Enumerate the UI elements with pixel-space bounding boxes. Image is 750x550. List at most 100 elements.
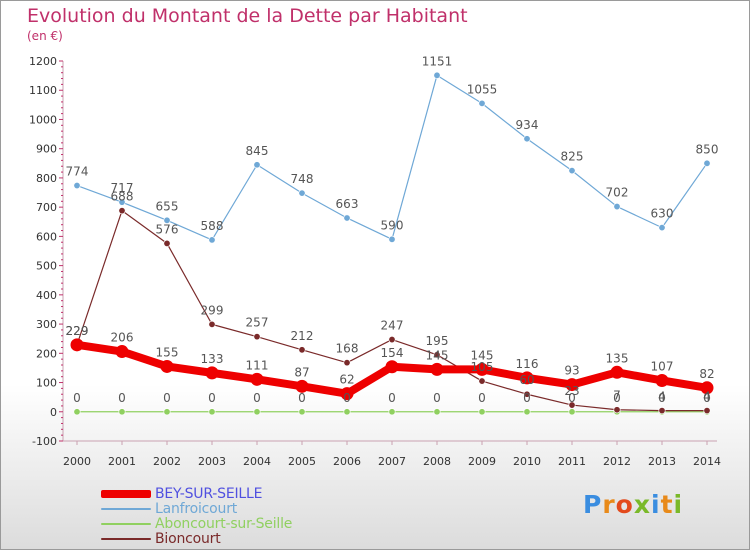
legend-item: Bioncourt xyxy=(101,530,292,547)
data-label-lanfroicourt: 1055 xyxy=(467,82,498,96)
x-tick-label: 2009 xyxy=(468,455,496,468)
data-label-lanfroicourt: 845 xyxy=(246,144,269,158)
x-tick-label: 2008 xyxy=(423,455,451,468)
data-point-bioncourt xyxy=(433,351,441,359)
data-point-aboncourt-sur-seille xyxy=(568,408,576,416)
data-label-bioncourt: 212 xyxy=(291,329,314,343)
x-tick-label: 2014 xyxy=(693,455,721,468)
data-point-bey-sur-seille xyxy=(430,362,444,376)
data-point-lanfroicourt xyxy=(523,135,531,143)
legend-item: Aboncourt-sur-Seille xyxy=(101,515,293,532)
data-point-bioncourt xyxy=(478,377,486,385)
data-point-lanfroicourt xyxy=(118,198,126,206)
y-tick-label: 700 xyxy=(36,201,57,214)
data-label-bioncourt: 257 xyxy=(246,316,269,330)
x-tick-label: 2010 xyxy=(513,455,541,468)
y-tick-label: 1100 xyxy=(29,84,57,97)
brand-letter: t xyxy=(660,490,674,519)
data-label-bey-sur-seille: 107 xyxy=(651,359,674,373)
y-tick-label: 800 xyxy=(36,172,57,185)
data-point-bey-sur-seille xyxy=(205,366,219,380)
data-point-aboncourt-sur-seille xyxy=(208,408,216,416)
brand-letter: i xyxy=(673,490,684,519)
data-label-lanfroicourt: 663 xyxy=(336,197,359,211)
data-label-bey-sur-seille: 93 xyxy=(564,364,579,378)
data-label-bioncourt: 576 xyxy=(156,222,179,236)
series-line-lanfroicourt xyxy=(76,74,708,241)
data-label-aboncourt-sur-seille: 0 xyxy=(613,391,621,405)
data-point-bioncourt xyxy=(208,320,216,328)
y-tick-label: 300 xyxy=(36,318,57,331)
x-tick-label: 2013 xyxy=(648,455,676,468)
x-tick-label: 2006 xyxy=(333,455,361,468)
data-label-lanfroicourt: 748 xyxy=(291,172,314,186)
data-label-aboncourt-sur-seille: 0 xyxy=(658,391,666,405)
data-label-bey-sur-seille: 111 xyxy=(246,358,269,372)
chart-title: Evolution du Montant de la Dette par Hab… xyxy=(27,5,468,27)
x-tick-label: 2007 xyxy=(378,455,406,468)
legend-label: BEY-SUR-SEILLE xyxy=(155,485,263,502)
data-point-aboncourt-sur-seille xyxy=(343,408,351,416)
data-label-lanfroicourt: 825 xyxy=(561,150,584,164)
data-label-bey-sur-seille: 135 xyxy=(606,351,629,365)
data-label-bioncourt: 229 xyxy=(66,324,89,338)
data-point-bey-sur-seille xyxy=(70,338,84,352)
data-point-lanfroicourt xyxy=(568,167,576,175)
brand-logo: Proxiti xyxy=(583,490,683,519)
legend-label: Aboncourt-sur-Seille xyxy=(155,515,293,532)
chart-subtitle: (en €) xyxy=(27,29,63,43)
brand-letter: r xyxy=(602,490,616,519)
data-label-aboncourt-sur-seille: 0 xyxy=(568,391,576,405)
data-point-aboncourt-sur-seille xyxy=(298,408,306,416)
data-point-bey-sur-seille xyxy=(340,387,354,401)
data-label-lanfroicourt: 588 xyxy=(201,219,224,233)
data-label-bioncourt: 168 xyxy=(336,342,359,356)
data-label-lanfroicourt: 630 xyxy=(651,207,674,221)
data-point-bioncourt xyxy=(298,346,306,354)
data-label-lanfroicourt: 774 xyxy=(66,165,89,179)
legend-swatch xyxy=(101,537,151,540)
data-label-bioncourt: 4 xyxy=(658,390,666,404)
data-label-bey-sur-seille: 82 xyxy=(699,367,714,381)
data-point-aboncourt-sur-seille xyxy=(523,408,531,416)
data-point-lanfroicourt xyxy=(163,216,171,224)
legend-label: Lanfroicourt xyxy=(155,500,238,517)
y-tick-label: 900 xyxy=(36,143,57,156)
data-label-bioncourt: 4 xyxy=(703,390,711,404)
data-point-aboncourt-sur-seille xyxy=(163,408,171,416)
data-label-aboncourt-sur-seille: 0 xyxy=(118,391,126,405)
data-label-lanfroicourt: 655 xyxy=(156,199,179,213)
brand-letter: P xyxy=(583,490,603,519)
brand-letter: x xyxy=(633,490,651,519)
data-label-aboncourt-sur-seille: 0 xyxy=(388,391,396,405)
data-point-bey-sur-seille xyxy=(160,359,174,373)
data-label-bey-sur-seille: 133 xyxy=(201,352,224,366)
data-label-lanfroicourt: 702 xyxy=(606,186,629,200)
data-point-bioncourt xyxy=(703,407,711,415)
x-tick-label: 2003 xyxy=(198,455,226,468)
data-point-bey-sur-seille xyxy=(610,365,624,379)
y-tick-label: -100 xyxy=(32,435,57,448)
data-label-aboncourt-sur-seille: 0 xyxy=(703,391,711,405)
legend-swatch xyxy=(101,507,151,510)
data-label-bioncourt: 299 xyxy=(201,303,224,317)
data-label-bioncourt: 195 xyxy=(426,334,449,348)
y-tick-label: 1000 xyxy=(29,113,57,126)
data-label-lanfroicourt: 1151 xyxy=(422,54,453,68)
data-label-aboncourt-sur-seille: 0 xyxy=(433,391,441,405)
data-point-bey-sur-seille xyxy=(655,373,669,387)
data-label-bioncourt: 105 xyxy=(471,360,494,374)
data-label-bioncourt: 7 xyxy=(613,389,621,403)
legend-label: Bioncourt xyxy=(155,530,221,547)
legend-item: BEY-SUR-SEILLE xyxy=(101,485,292,502)
data-label-lanfroicourt: 934 xyxy=(516,118,539,132)
x-tick-label: 2011 xyxy=(558,455,586,468)
legend-swatch xyxy=(101,489,151,498)
legend-item: Lanfroicourt xyxy=(101,500,292,517)
data-point-lanfroicourt xyxy=(703,159,711,167)
data-point-aboncourt-sur-seille xyxy=(478,408,486,416)
data-label-bey-sur-seille: 145 xyxy=(471,348,494,362)
data-point-lanfroicourt xyxy=(433,71,441,79)
data-point-bey-sur-seille xyxy=(295,379,309,393)
